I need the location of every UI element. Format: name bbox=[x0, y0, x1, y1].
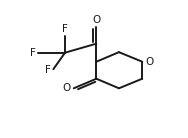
Text: F: F bbox=[62, 24, 68, 34]
Text: O: O bbox=[63, 83, 71, 93]
Text: O: O bbox=[92, 14, 100, 25]
Text: F: F bbox=[30, 48, 36, 58]
Text: O: O bbox=[145, 57, 153, 67]
Text: F: F bbox=[45, 65, 50, 75]
